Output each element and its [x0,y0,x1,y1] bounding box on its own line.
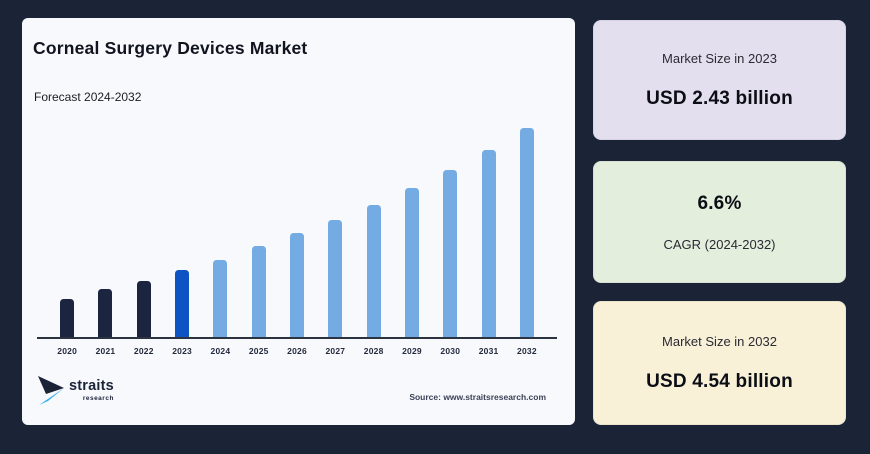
stat-value: USD 4.54 billion [646,370,793,392]
stat-value: USD 2.43 billion [646,87,793,109]
bar-2026[interactable] [290,233,305,337]
bar-slot [86,289,124,337]
stat-card-market-size-2032: Market Size in 2032 USD 4.54 billion [593,301,846,425]
stat-cards: Market Size in 2023 USD 2.43 billion 6.6… [593,20,846,425]
x-axis-label-2027: 2027 [325,346,346,356]
bar-slot [278,233,316,337]
source-attribution: Source: www.straitsresearch.com [409,392,546,402]
x-axis-label-2025: 2025 [248,346,269,356]
bar-slot [125,281,163,337]
bar-2021[interactable] [98,289,113,337]
x-axis-label-2030: 2030 [440,346,461,356]
bar-2020[interactable] [60,299,75,337]
stat-card-market-size-2023: Market Size in 2023 USD 2.43 billion [593,20,846,140]
stat-label: Market Size in 2023 [662,50,777,66]
bar-2029[interactable] [404,188,419,337]
x-axis-label-2020: 2020 [57,346,78,356]
brand-logo[interactable]: straits research [36,375,114,406]
bar-2024[interactable] [213,260,228,337]
bar-slot [355,205,393,337]
bar-slot [240,246,278,337]
brand-wordmark: straits research [69,379,114,402]
stat-label: Market Size in 2032 [662,333,777,349]
x-axis-label-2022: 2022 [133,346,154,356]
bar-2028[interactable] [366,205,381,337]
bar-chart: 2020 2021 2022 2023 2024 2025 2026 2027 2028 2029… [37,128,557,356]
page-title: Corneal Surgery Devices Market [33,38,308,58]
bar-slot [201,260,239,337]
chart-panel: Corneal Surgery Devices Market Forecast … [22,18,575,425]
bar-slot [469,150,507,337]
bar-2025[interactable] [251,246,266,337]
brand-name: straits [69,378,114,395]
x-axis-label-2031: 2031 [478,346,499,356]
x-axis-label-2024: 2024 [210,346,231,356]
bar-slot [431,170,469,337]
x-axis-label-2029: 2029 [402,346,422,356]
bar-slot [163,270,201,337]
bar-2030[interactable] [443,170,458,337]
bar-slot [316,220,354,337]
straits-arrow-icon [38,376,64,405]
chart-plot-area [37,128,557,339]
x-axis-label-2021: 2021 [95,346,116,356]
stat-label: CAGR (2024-2032) [663,236,776,252]
bar-2023[interactable] [175,270,190,337]
bar-2022[interactable] [136,281,151,337]
bar-slot [393,188,431,337]
bar-2032[interactable] [519,128,534,337]
x-axis-label-2026: 2026 [287,346,307,356]
bar-slot [508,128,546,337]
bar-2027[interactable] [328,220,343,337]
bar-2031[interactable] [481,150,496,337]
x-axis-label-2032: 2032 [517,346,537,356]
chart-subtitle: Forecast 2024-2032 [34,90,142,104]
stat-card-cagr: 6.6% CAGR (2024-2032) [593,161,846,283]
x-axis-label-2023: 2023 [172,346,192,356]
bar-slot [48,299,86,337]
brand-subname: research [82,394,114,402]
x-axis-label-2028: 2028 [363,346,384,356]
x-axis: 2020 2021 2022 2023 2024 2025 2026 2027 2028 2029… [37,339,557,356]
stat-value: 6.6% [697,192,742,214]
